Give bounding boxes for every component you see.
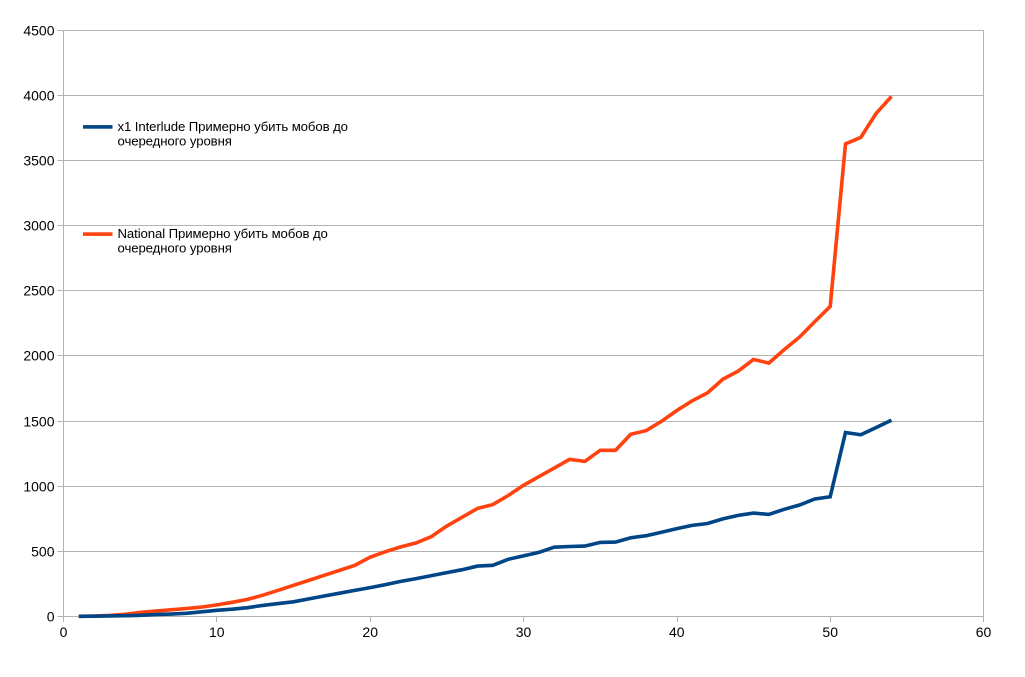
svg-text:2500: 2500 (23, 283, 54, 299)
svg-text:60: 60 (976, 624, 992, 640)
svg-text:3500: 3500 (23, 153, 54, 169)
svg-text:4000: 4000 (23, 88, 54, 104)
svg-text:500: 500 (31, 544, 55, 560)
svg-text:3000: 3000 (23, 218, 54, 234)
svg-text:4500: 4500 (23, 23, 54, 39)
svg-text:x1 Interlude Примерно убить мо: x1 Interlude Примерно убить мобов до (118, 119, 348, 134)
svg-text:National Примерно убить мобов: National Примерно убить мобов до (118, 226, 328, 241)
svg-text:1500: 1500 (23, 414, 54, 430)
svg-text:50: 50 (822, 624, 838, 640)
svg-text:40: 40 (669, 624, 685, 640)
svg-text:0: 0 (60, 624, 68, 640)
svg-text:10: 10 (209, 624, 225, 640)
svg-text:очередного уровня: очередного уровня (118, 241, 232, 256)
svg-text:30: 30 (516, 624, 532, 640)
svg-text:1000: 1000 (23, 479, 54, 495)
svg-text:2000: 2000 (23, 348, 54, 364)
svg-text:20: 20 (362, 624, 378, 640)
svg-text:очередного уровня: очередного уровня (118, 134, 232, 149)
svg-text:0: 0 (47, 609, 55, 625)
